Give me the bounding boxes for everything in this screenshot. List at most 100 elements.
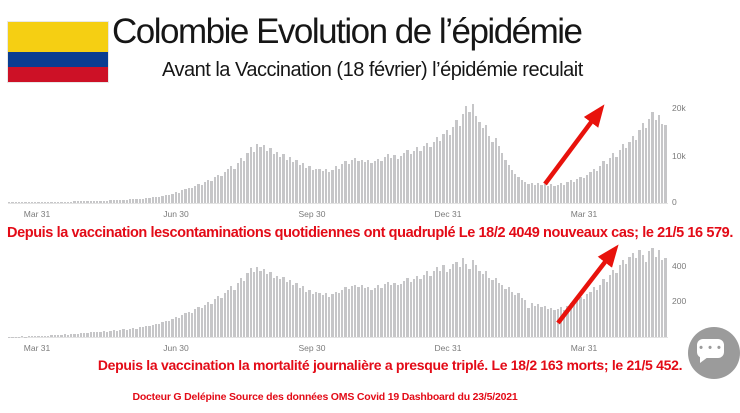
bar [128, 328, 132, 337]
bar [269, 272, 272, 337]
bar [383, 156, 386, 203]
bar [523, 300, 527, 337]
bar [135, 328, 138, 337]
bar [341, 289, 344, 337]
bar [285, 281, 288, 337]
bar [109, 200, 112, 203]
bar [592, 168, 595, 203]
bar [621, 260, 625, 337]
bar [86, 333, 89, 337]
flag-stripe-blue [8, 52, 108, 67]
bar [455, 261, 458, 337]
bar [158, 196, 161, 203]
page-title: Colombie Evolution de l’épidémie [112, 12, 583, 51]
bar [158, 324, 161, 337]
cases-ytick-20k: 20k [672, 103, 686, 113]
bar [569, 180, 572, 203]
bar [239, 158, 243, 203]
bar [386, 154, 390, 203]
deaths-annotation: Depuis la vaccination la mortalité journ… [97, 357, 683, 373]
bar [119, 199, 122, 203]
bar [298, 165, 301, 203]
bar [504, 159, 507, 203]
bar [599, 284, 602, 337]
bar [34, 336, 37, 337]
bar [328, 296, 331, 337]
bar [657, 250, 661, 337]
bar [83, 201, 86, 203]
bar [612, 269, 615, 337]
bar [174, 192, 177, 203]
bar [442, 265, 445, 337]
bar [403, 152, 406, 203]
bar [612, 153, 615, 203]
bar [553, 185, 556, 203]
bar [203, 304, 207, 337]
bar [586, 294, 589, 337]
bar [50, 335, 53, 337]
bar [115, 330, 119, 337]
bar [409, 281, 412, 337]
bar [56, 201, 60, 203]
bar [226, 289, 230, 337]
bar [89, 201, 92, 203]
bar [79, 333, 83, 337]
bar [220, 176, 223, 203]
bar [501, 285, 504, 337]
bar [654, 120, 657, 203]
bar [458, 267, 461, 337]
bar [265, 274, 269, 337]
bar [599, 166, 602, 203]
source-credit: Docteur G Delépine Source des données OM… [132, 391, 518, 403]
bar [47, 202, 50, 203]
bar [403, 281, 406, 337]
bar [543, 306, 546, 337]
bar [56, 335, 60, 337]
bar [177, 317, 181, 337]
bar [631, 253, 634, 337]
bar [360, 285, 363, 337]
bar [177, 192, 181, 203]
bar [122, 329, 125, 337]
bar [141, 326, 145, 337]
bar [105, 200, 109, 203]
bar [393, 155, 396, 203]
bar [181, 314, 184, 337]
bar [641, 254, 644, 337]
bar [497, 282, 501, 337]
bar [618, 150, 621, 203]
bar [21, 336, 24, 337]
bar [83, 332, 86, 337]
bar [73, 201, 76, 203]
chat-widget-button[interactable]: • • • [688, 327, 740, 379]
bar [308, 166, 311, 203]
bar [40, 202, 43, 203]
bar [484, 271, 488, 337]
bar [243, 161, 246, 203]
cases-xtick-sep30: Sep 30 [298, 209, 326, 219]
bar [43, 335, 47, 337]
bar [517, 177, 520, 203]
bar [265, 151, 269, 203]
bar [252, 272, 256, 337]
bar [530, 182, 533, 203]
bar [448, 268, 452, 337]
bar [236, 162, 239, 203]
bar [190, 312, 194, 337]
bar [66, 201, 70, 203]
bar [347, 163, 350, 203]
bar [429, 147, 432, 203]
bar [197, 306, 200, 337]
bar [70, 201, 73, 203]
bar [43, 202, 47, 203]
bar [184, 313, 187, 337]
bar [181, 190, 184, 203]
bar [426, 142, 429, 203]
bar [203, 182, 207, 203]
bar [377, 285, 380, 337]
bar [494, 278, 497, 337]
bar [448, 134, 452, 203]
bar [386, 281, 390, 337]
bar [37, 335, 40, 337]
bar [275, 151, 279, 203]
